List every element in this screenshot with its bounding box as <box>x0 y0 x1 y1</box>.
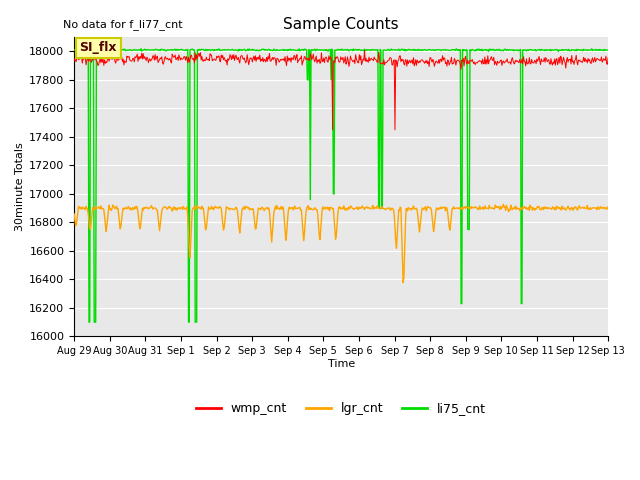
Title: Sample Counts: Sample Counts <box>284 17 399 32</box>
Text: SI_flx: SI_flx <box>79 41 117 54</box>
X-axis label: Time: Time <box>328 359 355 369</box>
Legend: wmp_cnt, lgr_cnt, li75_cnt: wmp_cnt, lgr_cnt, li75_cnt <box>191 397 492 420</box>
Text: No data for f_li77_cnt: No data for f_li77_cnt <box>63 19 183 30</box>
Y-axis label: 30minute Totals: 30minute Totals <box>15 143 25 231</box>
